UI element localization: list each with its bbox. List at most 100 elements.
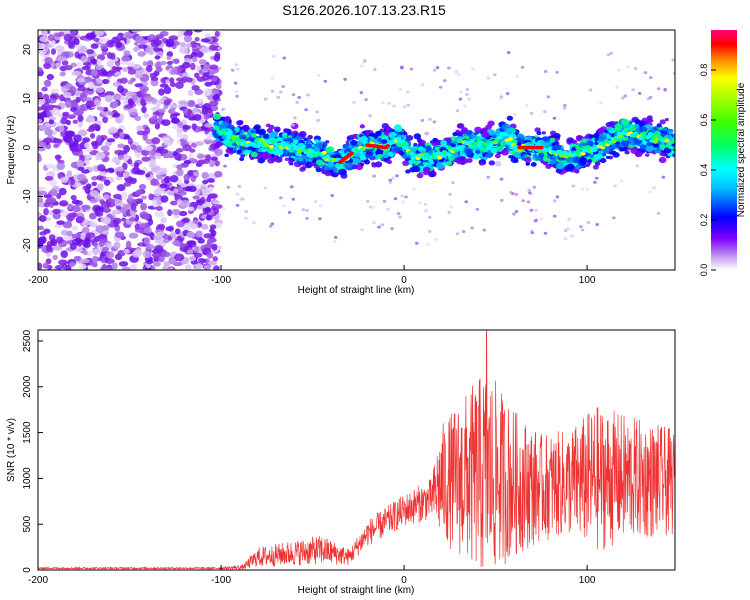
noise-cell xyxy=(166,51,174,58)
noise-cell xyxy=(138,183,147,191)
signal-cell xyxy=(374,130,382,137)
y-tick-label: 1500 xyxy=(22,421,33,444)
spectrogram-frame xyxy=(37,29,676,271)
noise-cell xyxy=(95,87,105,94)
signal-cell xyxy=(648,75,653,79)
noise-cell xyxy=(88,221,95,227)
signal-cell xyxy=(528,191,532,195)
signal-cell xyxy=(571,156,580,164)
signal-cell xyxy=(217,66,222,70)
signal-cell xyxy=(221,107,226,111)
noise-cell xyxy=(168,107,176,115)
noise-cell xyxy=(173,152,182,161)
signal-cell xyxy=(619,179,624,183)
noise-cell xyxy=(106,51,113,60)
signal-cell xyxy=(499,198,504,202)
signal-core-cell xyxy=(264,143,270,148)
noise-cell xyxy=(157,113,164,119)
noise-cell xyxy=(200,38,210,43)
signal-cell xyxy=(398,87,403,91)
signal-cell xyxy=(338,150,343,154)
noise-cell xyxy=(169,77,175,84)
noise-cell xyxy=(161,119,171,126)
x-tick-label: -200 xyxy=(28,275,48,286)
signal-core-cell xyxy=(641,131,647,136)
noise-cell xyxy=(62,221,73,229)
signal-cell xyxy=(376,153,384,159)
noise-cell xyxy=(154,152,162,159)
noise-cell xyxy=(198,59,207,65)
signal-cell xyxy=(301,208,306,212)
signal-cell xyxy=(379,128,385,133)
noise-cell xyxy=(62,111,70,117)
signal-cell xyxy=(316,73,321,77)
signal-cell xyxy=(218,213,223,217)
signal-core-cell xyxy=(399,139,405,144)
signal-cell xyxy=(388,178,393,182)
noise-cell xyxy=(100,145,110,152)
noise-cell xyxy=(67,203,74,210)
signal-cell xyxy=(368,205,373,209)
noise-cell xyxy=(166,55,172,61)
noise-cell xyxy=(52,254,58,261)
noise-cell xyxy=(105,251,115,259)
noise-cell xyxy=(38,186,47,192)
noise-cell xyxy=(112,217,122,225)
noise-cell xyxy=(165,226,174,232)
noise-cell xyxy=(175,220,185,228)
noise-cell xyxy=(196,98,203,104)
signal-cell xyxy=(359,124,366,129)
signal-cell xyxy=(461,230,466,234)
signal-cell xyxy=(624,150,630,155)
noise-cell xyxy=(139,97,145,105)
signal-cell xyxy=(281,85,286,89)
signal-cell xyxy=(539,217,544,221)
noise-cell xyxy=(44,79,52,88)
noise-cell xyxy=(191,123,197,131)
signal-cell xyxy=(274,156,283,163)
noise-cell xyxy=(215,222,223,229)
noise-cell xyxy=(142,250,152,259)
signal-cell xyxy=(534,208,538,212)
signal-cell xyxy=(377,225,381,229)
noise-cell xyxy=(176,164,183,170)
signal-cell xyxy=(409,67,414,71)
noise-cell xyxy=(58,31,65,37)
signal-cell xyxy=(526,200,531,204)
noise-cell xyxy=(139,223,147,229)
noise-cell xyxy=(96,134,102,143)
signal-cell xyxy=(617,68,621,72)
signal-core-cell xyxy=(637,136,644,141)
noise-cell xyxy=(154,55,161,60)
noise-cell xyxy=(106,138,116,143)
noise-cell xyxy=(187,206,195,212)
signal-cell xyxy=(479,161,484,166)
signal-cell xyxy=(316,118,320,122)
signal-cell xyxy=(656,123,662,128)
noise-cell xyxy=(122,171,131,177)
signal-cell xyxy=(387,156,392,160)
noise-cell xyxy=(48,178,58,187)
noise-cell xyxy=(179,242,186,248)
signal-cell xyxy=(224,153,229,158)
signal-cell xyxy=(401,153,409,159)
signal-cell xyxy=(411,147,417,152)
noise-cell xyxy=(177,121,184,129)
signal-cell xyxy=(553,145,560,151)
signal-core-cell xyxy=(623,128,629,133)
noise-cell xyxy=(180,218,190,223)
noise-cell xyxy=(199,196,206,205)
noise-cell xyxy=(49,188,58,197)
noise-cell xyxy=(70,177,76,186)
noise-cell xyxy=(93,98,101,106)
noise-cell xyxy=(55,45,65,52)
signal-cell xyxy=(499,177,504,181)
noise-cell xyxy=(55,62,62,68)
signal-cell xyxy=(400,194,404,198)
noise-cell xyxy=(77,166,85,171)
noise-cell xyxy=(136,130,146,136)
noise-cell xyxy=(91,181,98,187)
noise-cell xyxy=(112,93,122,102)
signal-cell xyxy=(282,56,287,60)
signal-cell xyxy=(482,228,487,232)
